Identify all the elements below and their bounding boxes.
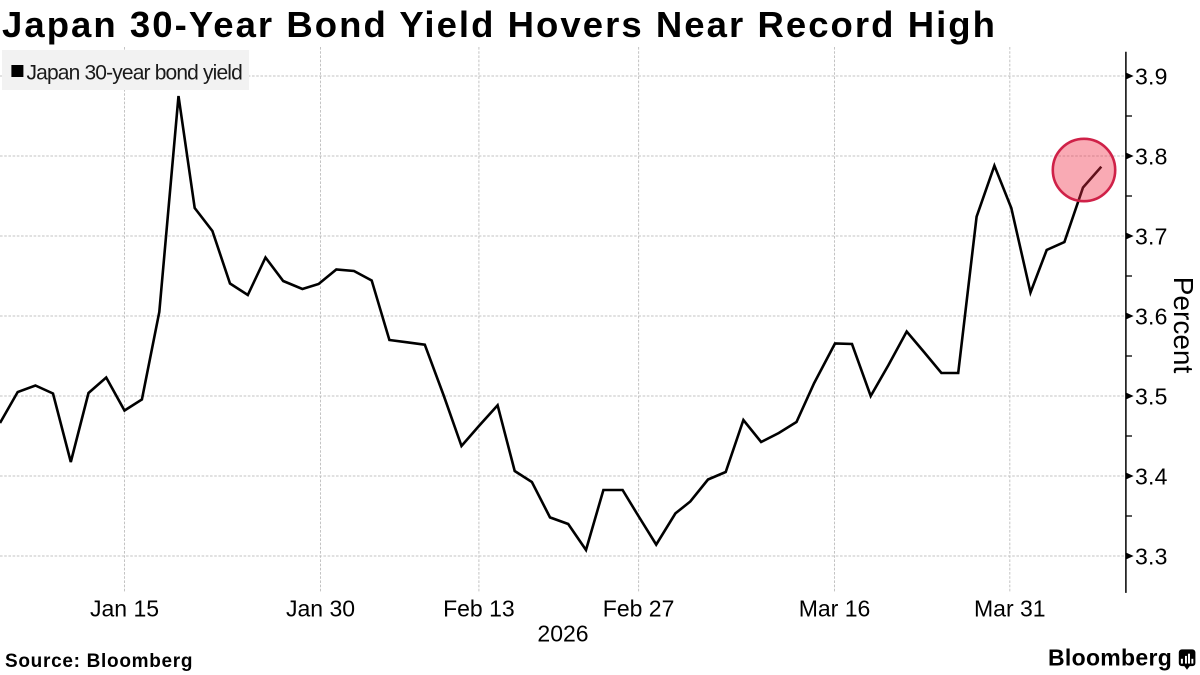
svg-text:Bloomberg: Bloomberg <box>1048 645 1172 671</box>
svg-text:Jan 15: Jan 15 <box>90 596 159 622</box>
svg-text:Percent: Percent <box>1168 277 1199 374</box>
svg-text:3.8: 3.8 <box>1135 144 1168 170</box>
svg-text:3.3: 3.3 <box>1135 544 1168 570</box>
svg-text:Japan 30-year bond yield: Japan 30-year bond yield <box>27 62 243 85</box>
svg-text:3.7: 3.7 <box>1135 224 1168 250</box>
svg-text:2026: 2026 <box>537 621 588 647</box>
svg-text:Jan 30: Jan 30 <box>286 596 355 622</box>
svg-text:Mar 16: Mar 16 <box>799 596 871 622</box>
svg-text:Japan 30-Year Bond Yield Hover: Japan 30-Year Bond Yield Hovers Near Rec… <box>2 4 997 45</box>
svg-text:Feb 13: Feb 13 <box>443 596 515 622</box>
svg-text:3.9: 3.9 <box>1135 64 1168 90</box>
svg-text:Source: Bloomberg: Source: Bloomberg <box>5 651 193 672</box>
svg-text:3.4: 3.4 <box>1135 464 1168 490</box>
svg-text:Feb 27: Feb 27 <box>603 596 675 622</box>
svg-text:3.5: 3.5 <box>1135 384 1168 410</box>
svg-text:Mar 31: Mar 31 <box>974 596 1046 622</box>
svg-text:3.6: 3.6 <box>1135 304 1168 330</box>
